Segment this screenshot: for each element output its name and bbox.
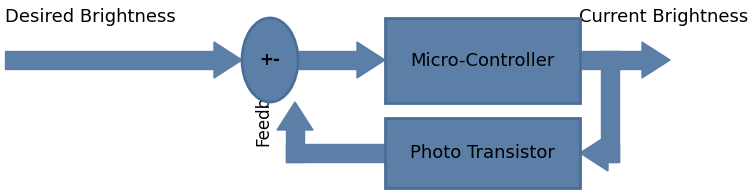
Bar <box>385 18 580 103</box>
Bar <box>385 118 580 188</box>
Bar <box>580 51 642 69</box>
Bar <box>601 51 619 162</box>
Ellipse shape <box>242 18 298 102</box>
Text: Current Brightness: Current Brightness <box>579 8 748 26</box>
Bar <box>286 130 304 162</box>
Bar <box>608 144 619 162</box>
Polygon shape <box>357 42 385 78</box>
Text: Micro-Controller: Micro-Controller <box>410 52 555 70</box>
Bar <box>298 51 357 69</box>
Bar <box>5 51 214 69</box>
Text: Photo Transistor: Photo Transistor <box>410 144 555 162</box>
Text: Desired Brightness: Desired Brightness <box>5 8 175 26</box>
Polygon shape <box>214 42 242 78</box>
Polygon shape <box>642 42 670 78</box>
Bar <box>286 144 385 162</box>
Polygon shape <box>277 102 313 130</box>
Text: +-: +- <box>260 51 280 69</box>
Polygon shape <box>580 135 608 171</box>
Text: Feedback: Feedback <box>254 67 272 146</box>
